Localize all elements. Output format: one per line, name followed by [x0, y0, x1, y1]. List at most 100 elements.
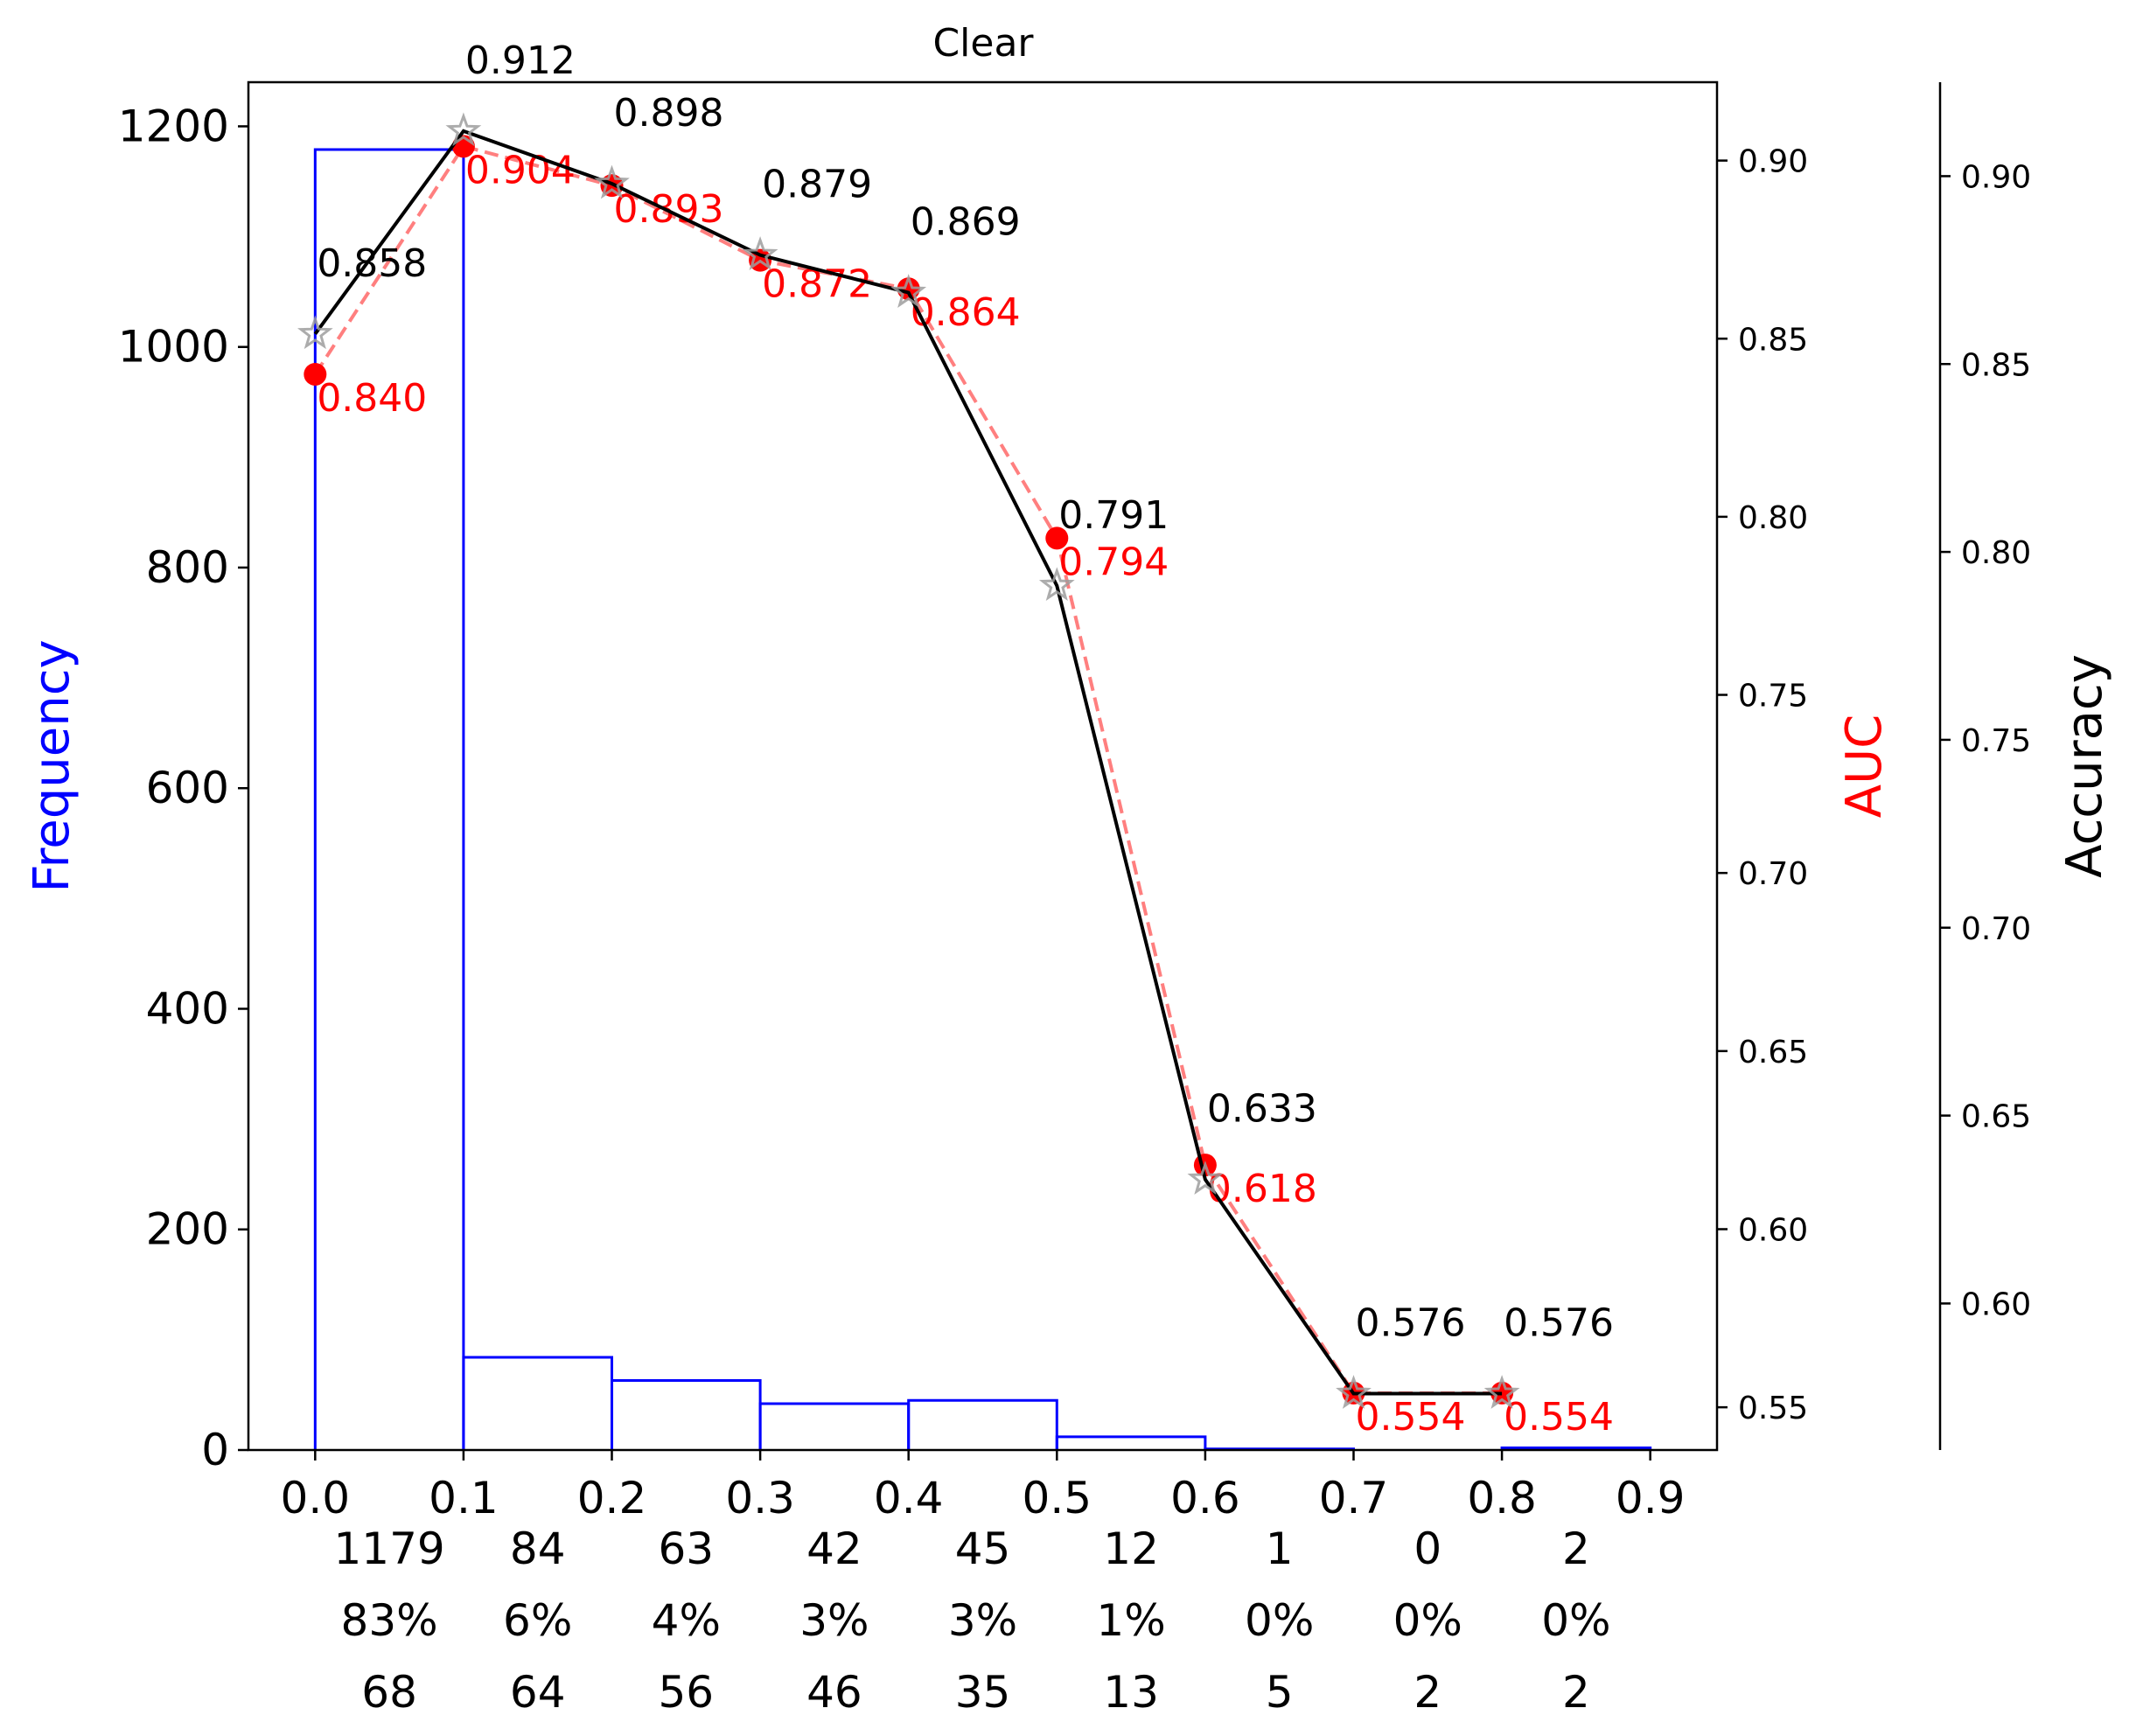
accuracy-value-label: 0.576 — [1355, 1301, 1465, 1346]
bin-percentage-label: 3% — [799, 1595, 869, 1646]
accuracy-point-2 — [594, 164, 630, 199]
accuracy-point-0 — [297, 315, 333, 350]
bin-count-label: 42 — [806, 1523, 862, 1574]
auc-tick-label: 0.60 — [1738, 1212, 1808, 1248]
bin-percentage-label: 1% — [1096, 1595, 1165, 1646]
frequency-tick-label: 1200 — [118, 101, 229, 151]
x-tick-label: 0.7 — [1319, 1473, 1389, 1523]
label-layer: 0 200 400 600 800 1000 1200 0.0 0.1 0.2 0.3 0.4 0.5 0… — [118, 101, 2031, 1718]
auc-value-label: 0.554 — [1355, 1395, 1465, 1440]
bin-percentage-label: 0% — [1245, 1595, 1314, 1646]
x-tick-label: 0.4 — [874, 1473, 944, 1523]
bin-percentage-label: 3% — [948, 1595, 1017, 1646]
histogram-bar-4 — [907, 1398, 1058, 1450]
histogram-bar-5 — [1055, 1435, 1207, 1450]
histogram-bar-0 — [313, 148, 465, 1450]
bin-count-label: 1179 — [333, 1523, 444, 1574]
bin-percentage-label: 0% — [1393, 1595, 1462, 1646]
accuracy-axis-label: Accuracy — [2056, 654, 2113, 878]
auc-value-label: 0.794 — [1058, 540, 1169, 584]
bin-third-row-label: 2 — [1562, 1667, 1590, 1718]
accuracy-value-label: 0.858 — [317, 241, 427, 286]
bin-count-label: 2 — [1562, 1523, 1590, 1574]
x-tick-label: 0.3 — [725, 1473, 795, 1523]
auc-tick-label: 0.75 — [1738, 679, 1808, 715]
accuracy-tick-label: 0.60 — [1961, 1286, 2031, 1322]
x-tick-label: 0.0 — [281, 1473, 351, 1523]
accuracy-point-4 — [890, 274, 927, 308]
frequency-tick-label: 800 — [146, 542, 229, 593]
bin-percentage-label: 83% — [341, 1595, 438, 1646]
x-tick-label: 0.5 — [1023, 1473, 1092, 1523]
accuracy-value-label: 0.879 — [762, 163, 872, 207]
bin-third-row-label: 13 — [1103, 1667, 1159, 1718]
accuracy-line — [313, 129, 1503, 1396]
plot-frame — [247, 80, 1719, 1452]
frequency-axis-label: Frequency — [24, 639, 80, 892]
auc-axis-label: AUC — [1836, 715, 1893, 818]
accuracy-point-3 — [742, 236, 778, 270]
x-tick-label: 0.2 — [577, 1473, 647, 1523]
bin-third-row-label: 2 — [1414, 1667, 1441, 1718]
bin-count-label: 12 — [1103, 1523, 1159, 1574]
auc-point-0 — [304, 362, 327, 386]
x-tick-label: 0.6 — [1170, 1473, 1240, 1523]
axes — [247, 80, 1942, 1452]
bin-third-row-label: 68 — [361, 1667, 417, 1718]
auc-tick-label: 0.70 — [1738, 856, 1808, 892]
accuracy-value-label: 0.791 — [1058, 493, 1169, 538]
bin-count-label: 1 — [1266, 1523, 1294, 1574]
frequency-tick-label: 1000 — [118, 322, 229, 373]
auc-value-label: 0.554 — [1504, 1395, 1614, 1440]
bin-percentage-label: 0% — [1541, 1595, 1610, 1646]
auc-value-label: 0.840 — [317, 376, 427, 421]
bin-third-row-label: 46 — [806, 1667, 862, 1718]
accuracy-tick-label: 0.70 — [1961, 911, 2031, 947]
auc-value-label: 0.864 — [911, 290, 1021, 335]
accuracy-tick-label: 0.65 — [1961, 1099, 2031, 1135]
accuracy-value-label: 0.576 — [1504, 1301, 1614, 1346]
bin-third-row-label: 5 — [1266, 1667, 1294, 1718]
bin-count-label: 63 — [658, 1523, 714, 1574]
accuracy-series: 0.858 0.912 0.898 0.879 0.869 0.791 0.633 0.576… — [297, 38, 1614, 1409]
auc-value-label: 0.618 — [1207, 1167, 1317, 1211]
auc-tick-label: 0.55 — [1738, 1391, 1808, 1426]
bin-third-row-label: 56 — [658, 1667, 714, 1718]
frequency-tick-label: 200 — [146, 1204, 229, 1255]
auc-tick-label: 0.85 — [1738, 322, 1808, 358]
bin-third-row-label: 35 — [955, 1667, 1011, 1718]
accuracy-point-1 — [445, 112, 482, 147]
bin-count-label: 0 — [1414, 1523, 1441, 1574]
bin-count-label: 45 — [955, 1523, 1011, 1574]
auc-tick-label: 0.65 — [1738, 1035, 1808, 1070]
accuracy-value-label: 0.869 — [911, 200, 1021, 245]
accuracy-value-label: 0.912 — [465, 38, 576, 83]
tick-layer — [238, 125, 1951, 1461]
auc-tick-label: 0.80 — [1738, 500, 1808, 536]
accuracy-value-label: 0.898 — [614, 91, 724, 136]
accuracy-point-8 — [1483, 1375, 1520, 1409]
bin-percentage-label: 6% — [503, 1595, 572, 1646]
x-tick-label: 0.1 — [429, 1473, 499, 1523]
x-tick-label: 0.8 — [1467, 1473, 1537, 1523]
histogram-bar-8 — [1500, 1446, 1652, 1450]
accuracy-tick-label: 0.80 — [1961, 535, 2031, 571]
accuracy-point-5 — [1038, 567, 1075, 602]
frequency-tick-label: 600 — [146, 763, 229, 813]
accuracy-tick-label: 0.85 — [1961, 347, 2031, 383]
accuracy-value-label: 0.633 — [1207, 1087, 1317, 1132]
chart-title: Clear — [932, 21, 1034, 66]
auc-value-label: 0.904 — [465, 148, 576, 192]
accuracy-point-7 — [1336, 1375, 1372, 1409]
bin-count-label: 84 — [510, 1523, 566, 1574]
bin-percentage-label: 4% — [652, 1595, 721, 1646]
auc-tick-label: 0.90 — [1738, 144, 1808, 180]
bin-third-row-label: 64 — [510, 1667, 566, 1718]
auc-point-5 — [1045, 526, 1069, 550]
accuracy-point-6 — [1187, 1161, 1224, 1195]
frequency-tick-label: 0 — [201, 1425, 229, 1475]
frequency-tick-label: 400 — [146, 983, 229, 1034]
accuracy-tick-label: 0.75 — [1961, 723, 2031, 759]
accuracy-tick-label: 0.90 — [1961, 159, 2031, 195]
